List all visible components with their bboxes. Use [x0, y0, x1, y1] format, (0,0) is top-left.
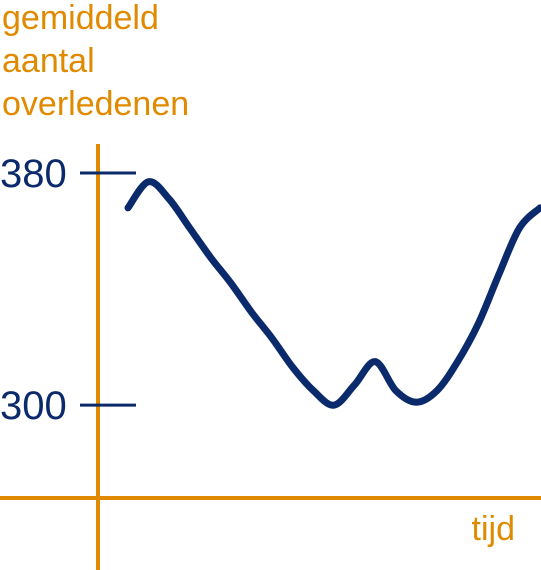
- y-axis-label-line: aantal: [2, 42, 95, 80]
- y-axis-label-line: gemiddeld: [2, 0, 159, 37]
- y-tick-label: 380: [0, 152, 67, 196]
- x-axis-label: tijd: [472, 510, 515, 548]
- y-axis-label-line: overledenen: [2, 85, 189, 123]
- y-axis-label: gemiddeld aantal overledenen: [2, 0, 189, 123]
- data-line: [124, 178, 541, 409]
- y-tick-label: 300: [0, 384, 67, 428]
